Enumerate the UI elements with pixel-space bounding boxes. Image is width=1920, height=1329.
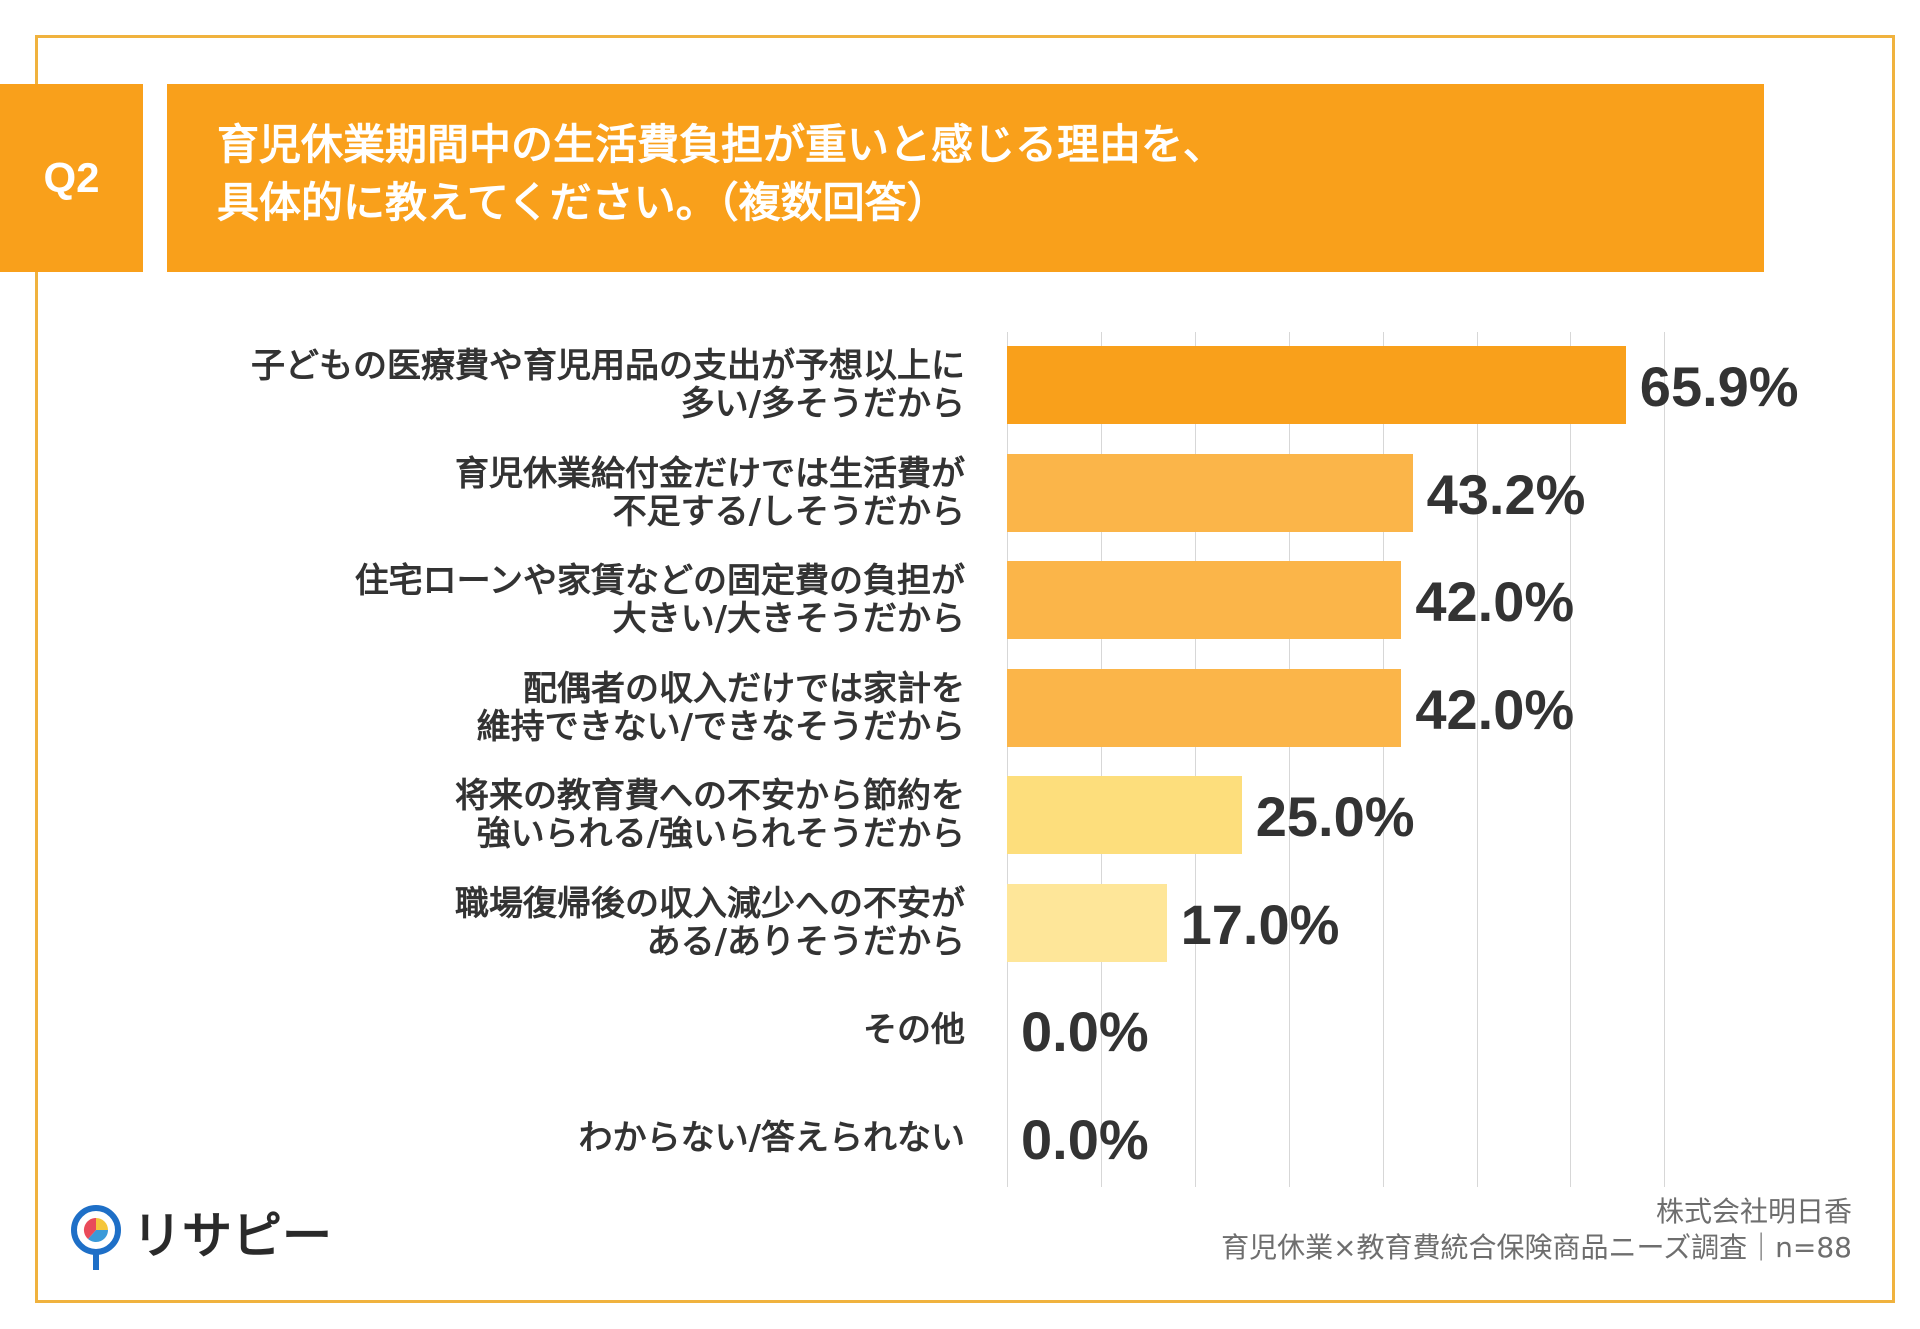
category-label-line: 維持できない/できなそうだから [476,706,965,747]
value-label: 0.0% [1021,1107,1149,1171]
value-label: 42.0% [1415,570,1575,633]
question-title-line-2: 具体的に教えてください。（複数回答） [217,178,949,227]
gridline [1007,332,1008,1187]
bar [1007,346,1626,424]
category-label: 子どもの医療費や育児用品の支出が予想以上に 多い/多そうだから [65,347,965,423]
source-note: 株式会社明日香 育児休業×教育費統合保険商品ニーズ調査｜n=88 [1221,1194,1852,1266]
category-label-line: 不足する/しそうだから [612,491,965,532]
category-label-line: 将来の教育費への不安から節約を [455,776,965,816]
bar [1007,776,1242,854]
category-label-line: 子どもの医療費や育児用品の支出が予想以上に [251,346,965,386]
category-label-line: その他 [863,1010,965,1050]
category-label-line: 多い/多そうだから [680,384,965,424]
gridline [1664,332,1666,1187]
value-label: 25.0% [1255,785,1415,848]
category-label-line: わからない/答えられない [578,1117,965,1158]
risapy-logo: リサピー [68,1202,332,1274]
gridline [1288,332,1290,1187]
bar [1007,453,1413,532]
value-label: 43.2% [1426,462,1586,526]
category-label: 住宅ローンや家賃などの固定費の負担が 大きい/大きそうだから [65,562,965,638]
category-label-line: 育児休業給付金だけでは生活費が [455,453,965,494]
category-label: わからない/答えられない [65,1119,965,1157]
category-label-line: 配偶者の収入だけでは家計を [523,668,965,709]
bar [1007,883,1167,962]
category-label-line: 職場復帰後の収入減少への不安が [455,883,965,924]
category-label: 配偶者の収入だけでは家計を 維持できない/できなそうだから [65,670,965,746]
value-label: 0.0% [1021,1000,1149,1063]
value-label: 65.9% [1639,355,1799,418]
category-label: 将来の教育費への不安から節約を 強いられる/強いられそうだから [65,777,965,853]
value-label: 42.0% [1415,677,1575,741]
gridline [1382,332,1384,1187]
logo-pin-icon [71,1205,121,1270]
question-badge: Q2 [0,84,143,272]
gridline [1570,332,1572,1187]
chart-frame [35,35,1895,1303]
source-survey: 育児休業×教育費統合保険商品ニーズ調査｜n=88 [1221,1231,1852,1264]
source-company: 株式会社明日香 [1655,1195,1852,1228]
logo-text: リサピー [132,1207,332,1265]
gridline [1476,332,1478,1187]
category-label: 育児休業給付金だけでは生活費が 不足する/しそうだから [65,455,965,531]
category-label-line: 住宅ローンや家賃などの固定費の負担が [354,561,965,601]
bar [1007,561,1402,639]
category-label-line: 強いられる/強いられそうだから [476,814,965,854]
value-label: 17.0% [1180,892,1340,956]
gridline [1194,332,1196,1187]
category-label: その他 [65,1011,965,1049]
bar [1007,668,1402,747]
category-label: 職場復帰後の収入減少への不安が ある/ありそうだから [65,885,965,961]
category-label-line: ある/ありそうだから [646,921,965,962]
question-title-line-1: 育児休業期間中の生活費負担が重いと感じる理由を、 [217,120,1226,169]
question-title: 育児休業期間中の生活費負担が重いと感じる理由を、 具体的に教えてください。（複数… [167,84,1764,272]
category-label-line: 大きい/大きそうだから [612,599,965,639]
gridline [1100,332,1102,1187]
